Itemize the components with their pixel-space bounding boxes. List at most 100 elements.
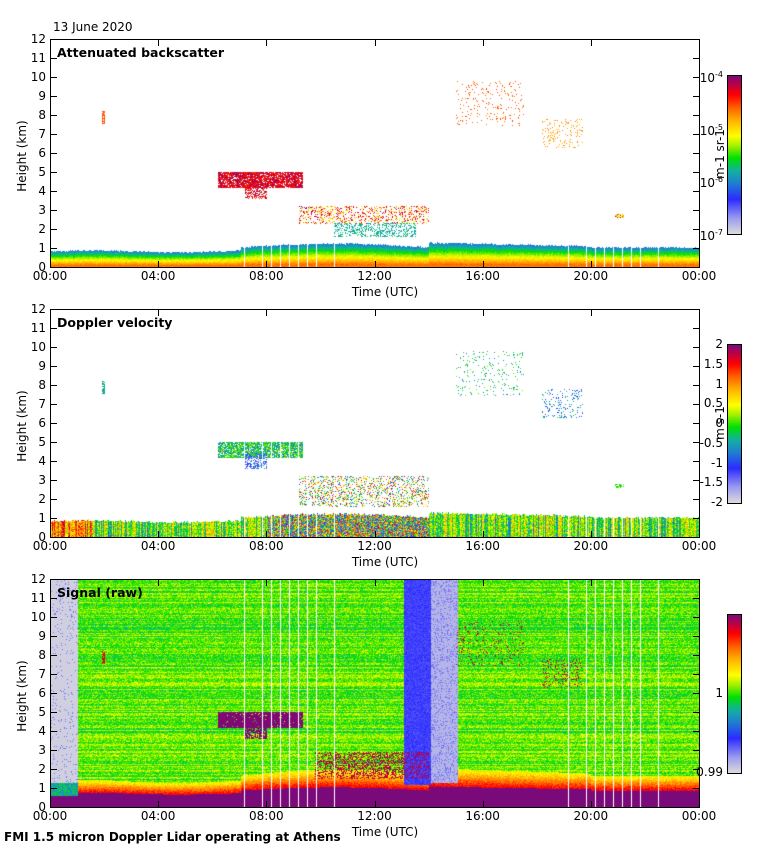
velocity-xtick-label: 04:00 xyxy=(140,539,176,553)
backscatter-xtick-mark-bottom xyxy=(50,261,51,267)
velocity-ytick-mark-left xyxy=(51,385,57,386)
velocity-ytick-label: 8 xyxy=(38,378,46,392)
backscatter-ytick-mark-left xyxy=(51,96,57,97)
backscatter-ytick-mark-left xyxy=(51,58,57,59)
signal-ytick-mark-left xyxy=(51,636,57,637)
velocity-xtick-label: 00:00 xyxy=(681,539,717,553)
backscatter-ytick-mark-right xyxy=(693,153,699,154)
velocity-xtick-mark-top xyxy=(50,310,51,316)
velocity-colorbar-tick: 0.5 xyxy=(703,396,723,411)
backscatter-ytick-mark-right xyxy=(693,248,699,249)
signal-ytick-label: 5 xyxy=(38,705,46,719)
velocity-ytick-mark-right xyxy=(693,518,699,519)
backscatter-panel: Attenuated backscatter xyxy=(50,39,700,268)
backscatter-ytick-mark-right xyxy=(693,115,699,116)
velocity-ytick-mark-left xyxy=(51,461,57,462)
backscatter-xtick-mark-bottom xyxy=(158,261,160,267)
signal-xtick-mark-bottom xyxy=(699,801,700,807)
velocity-ytick-mark-left xyxy=(51,404,57,405)
backscatter-xtick-label: 00:00 xyxy=(32,269,68,283)
signal-ytick-mark-left xyxy=(51,579,57,580)
velocity-ytick-mark-right xyxy=(693,385,699,386)
backscatter-colorbar-tick: 10-5 xyxy=(683,122,723,137)
velocity-ytick-mark-right xyxy=(693,328,699,329)
velocity-xtick-mark-bottom xyxy=(158,531,160,537)
backscatter-ytick-mark-left xyxy=(51,115,57,116)
signal-ytick-label: 10 xyxy=(30,610,46,624)
signal-colorbar-tick: 0.99 xyxy=(696,765,723,779)
backscatter-ytick-label: 12 xyxy=(30,32,46,46)
velocity-colorbar xyxy=(727,344,742,504)
velocity-ytick-mark-left xyxy=(51,480,57,481)
backscatter-ytick-label: 3 xyxy=(38,203,46,217)
velocity-ytick-mark-left xyxy=(51,442,57,443)
velocity-xlabel: Time (UTC) xyxy=(351,555,419,569)
signal-xtick-label: 08:00 xyxy=(249,809,284,823)
backscatter-xtick-mark-top xyxy=(482,40,484,46)
signal-ytick-mark-right xyxy=(693,674,699,675)
velocity-ytick-mark-right xyxy=(693,423,699,424)
signal-xtick-mark-bottom xyxy=(50,801,51,807)
velocity-xtick-mark-top xyxy=(374,310,376,316)
backscatter-ytick-label: 8 xyxy=(38,108,46,122)
velocity-xtick-label: 00:00 xyxy=(32,539,68,553)
signal-xtick-mark-top xyxy=(699,580,700,586)
velocity-ytick-mark-right xyxy=(693,366,699,367)
backscatter-ylabel: Height (km) xyxy=(15,119,29,192)
backscatter-ytick-mark-right xyxy=(693,172,699,173)
signal-xlabel: Time (UTC) xyxy=(351,825,419,839)
velocity-ytick-mark-right xyxy=(693,442,699,443)
velocity-xtick-mark-top xyxy=(158,310,160,316)
backscatter-ytick-mark-left xyxy=(51,248,57,249)
velocity-colorbar-tick: -0.5 xyxy=(699,435,723,450)
signal-ytick-mark-left xyxy=(51,712,57,713)
backscatter-ytick-mark-right xyxy=(693,58,699,59)
velocity-xtick-mark-bottom xyxy=(699,531,700,537)
backscatter-ytick-mark-right xyxy=(693,96,699,97)
velocity-xtick-mark-top xyxy=(266,310,268,316)
signal-xtick-mark-top xyxy=(50,580,51,586)
backscatter-ytick-mark-right xyxy=(693,191,699,192)
signal-ytick-mark-left xyxy=(51,807,57,808)
backscatter-xtick-mark-bottom xyxy=(482,261,484,267)
signal-xtick-label: 16:00 xyxy=(465,809,500,823)
velocity-ytick-label: 0 xyxy=(38,530,46,544)
signal-xtick-label: 00:00 xyxy=(681,809,717,823)
velocity-heatmap xyxy=(51,310,699,537)
velocity-ytick-mark-left xyxy=(51,328,57,329)
signal-ytick-label: 8 xyxy=(38,648,46,662)
backscatter-xtick-mark-top xyxy=(590,40,592,46)
signal-xtick-mark-top xyxy=(266,580,268,586)
backscatter-ytick-mark-left xyxy=(51,210,57,211)
velocity-ytick-mark-right xyxy=(693,480,699,481)
backscatter-xtick-mark-top xyxy=(50,40,51,46)
signal-ytick-mark-right xyxy=(693,731,699,732)
signal-ytick-mark-left xyxy=(51,693,57,694)
backscatter-ytick-label: 1 xyxy=(38,241,46,255)
signal-xtick-mark-top xyxy=(374,580,376,586)
signal-ytick-mark-left xyxy=(51,788,57,789)
signal-ytick-label: 7 xyxy=(38,667,46,681)
backscatter-ytick-mark-left xyxy=(51,77,57,78)
velocity-colorbar-label: m s-1 xyxy=(713,406,727,440)
backscatter-xtick-mark-top xyxy=(699,40,700,46)
backscatter-title: Attenuated backscatter xyxy=(57,45,225,60)
backscatter-xtick-label: 20:00 xyxy=(573,269,609,283)
velocity-xtick-mark-top xyxy=(699,310,700,316)
velocity-colorbar-tick: -1 xyxy=(711,455,723,470)
backscatter-ytick-mark-left xyxy=(51,229,57,230)
signal-xtick-mark-bottom xyxy=(374,801,376,807)
signal-xtick-label: 20:00 xyxy=(573,809,609,823)
signal-xtick-mark-top xyxy=(158,580,160,586)
backscatter-xtick-label: 12:00 xyxy=(357,269,392,283)
backscatter-ytick-label: 4 xyxy=(38,184,46,198)
signal-ytick-mark-left xyxy=(51,674,57,675)
backscatter-xtick-mark-bottom xyxy=(374,261,376,267)
backscatter-xtick-mark-bottom xyxy=(590,261,592,267)
velocity-ytick-label: 2 xyxy=(38,492,46,506)
velocity-ytick-label: 10 xyxy=(30,340,46,354)
backscatter-colorbar-tick: 10-7 xyxy=(683,227,723,242)
backscatter-ytick-label: 0 xyxy=(38,260,46,274)
backscatter-ytick-mark-left xyxy=(51,153,57,154)
signal-xtick-mark-top xyxy=(482,580,484,586)
